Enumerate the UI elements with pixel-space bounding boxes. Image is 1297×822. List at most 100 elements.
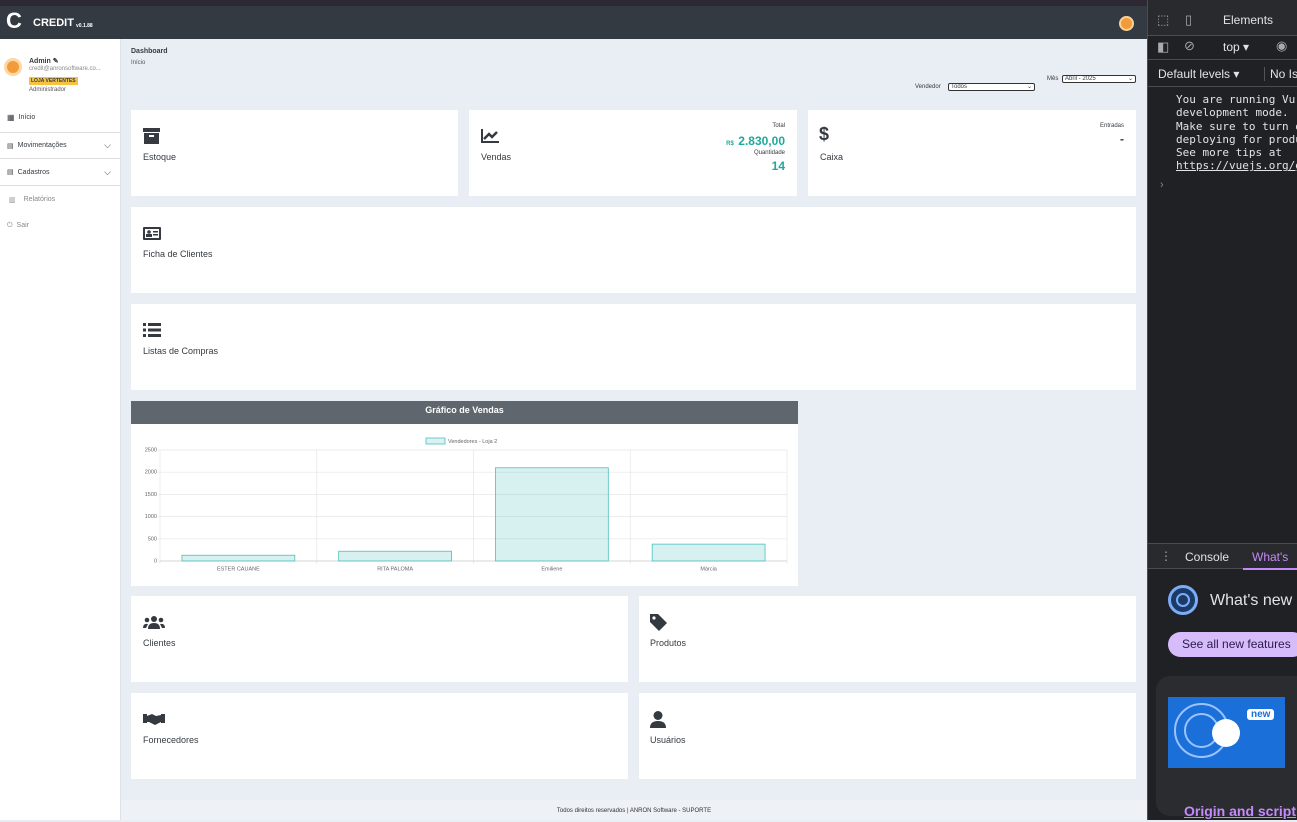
context-select[interactable]: top ▾ <box>1223 40 1250 54</box>
y-tick-label: 1000 <box>145 514 157 520</box>
card[interactable]: Fornecedores <box>131 693 628 779</box>
devtools-tab[interactable]: Elements <box>1223 13 1274 27</box>
decoration <box>153 234 158 236</box>
decoration <box>650 721 666 728</box>
decoration <box>650 614 667 631</box>
total-label: Total <box>772 123 785 129</box>
chart-title: Gráfico de Vendas <box>131 401 798 424</box>
avatar[interactable] <box>1119 16 1134 31</box>
month-value: Abril - 2025 <box>1065 76 1096 82</box>
menu-item[interactable]: ⏻ Sair <box>0 212 121 239</box>
decoration <box>1176 593 1190 607</box>
topbar: C CREDIT v0.1.88 <box>0 0 1147 39</box>
card[interactable]: Vendas Total R$ 2.830,00 Quantidade 14 <box>469 110 797 196</box>
decoration <box>158 617 164 623</box>
decoration <box>483 131 498 140</box>
total: R$ 2.830,00 <box>726 132 785 150</box>
console-line: Make sure to turn o <box>1176 119 1297 133</box>
link[interactable]: Origin and script <box>1184 803 1297 819</box>
card[interactable]: Clientes <box>131 596 628 682</box>
decoration <box>143 328 146 332</box>
breadcrumb: Início <box>131 60 146 66</box>
icon <box>481 129 499 143</box>
email: credit@anronsoftware.co... <box>29 66 101 72</box>
decoration <box>151 616 157 622</box>
card-title: Clientes <box>143 638 176 648</box>
decoration: ⌵ <box>104 166 111 177</box>
icon <box>650 614 667 631</box>
icon[interactable]: ⋮ <box>1160 549 1172 563</box>
decoration: ▤ <box>7 169 14 176</box>
console-line: development mode. <box>1176 106 1289 120</box>
bar <box>181 554 296 562</box>
menu-label: Início <box>18 114 36 121</box>
chart: 0 500 1000 1500 2000 2500 Vendedores - Loja 2 E… <box>145 437 788 572</box>
month-label: Mês <box>1047 76 1059 82</box>
y-tick-label: 1500 <box>145 492 157 498</box>
card[interactable]: Listas de Compras <box>131 304 1136 390</box>
menu-label: Relatórios <box>23 196 56 203</box>
seller-select[interactable]: Todos ⌄ <box>948 83 1035 91</box>
card[interactable]: Ficha de Clientes <box>131 207 1136 293</box>
menu-item[interactable]: ▤ Cadastros ⌵ <box>0 159 121 186</box>
x-tick-label: RITA PALOMA <box>377 566 413 572</box>
icon <box>650 711 666 728</box>
icon <box>143 128 160 144</box>
chart-panel: Gráfico de Vendas 0 500 1000 1500 2000 2500 Ve… <box>131 401 798 586</box>
decoration <box>143 334 146 337</box>
legend-label: Vendedores - Loja 2 <box>448 439 497 445</box>
decoration <box>143 128 160 132</box>
card[interactable]: Usuários <box>639 693 1136 779</box>
drawer-tab[interactable]: Console <box>1185 550 1230 564</box>
decoration: ⌄ <box>1127 76 1133 82</box>
icon <box>143 714 165 725</box>
user-name: Admin ✎ <box>29 58 59 65</box>
card[interactable]: Produtos <box>639 596 1136 682</box>
y-tick-label: 500 <box>148 536 157 542</box>
decoration <box>147 714 161 725</box>
card-title: Usuários <box>650 735 686 745</box>
menu-item[interactable]: ▤ Movimentações ⌵ <box>0 132 121 159</box>
button[interactable]: See all new features <box>1168 632 1297 657</box>
decoration: ⌄ <box>1026 84 1032 90</box>
drawer-tab[interactable]: What's <box>1243 550 1297 570</box>
console-link[interactable]: https://vuejs.org/g <box>1176 159 1297 173</box>
decoration <box>148 623 160 629</box>
card[interactable]: $ Caixa Entradas - <box>808 110 1136 196</box>
month-select[interactable]: Abril - 2025 ⌄ <box>1062 75 1136 83</box>
card-title: Produtos <box>650 638 687 648</box>
sidebar: Admin ✎ credit@anronsoftware.co... LOJA … <box>0 39 121 820</box>
icon <box>143 227 161 240</box>
decoration <box>143 323 146 326</box>
card-title: Fornecedores <box>143 735 199 745</box>
decoration <box>653 711 663 720</box>
icon <box>143 616 165 629</box>
decoration <box>652 616 656 620</box>
decoration <box>148 323 161 326</box>
avatar <box>4 58 22 76</box>
decoration: ⌵ <box>104 140 111 150</box>
seller-label: Vendedor <box>915 84 941 90</box>
icon[interactable]: ◧ <box>1157 39 1170 54</box>
decoration <box>148 334 161 337</box>
decoration <box>143 623 148 628</box>
entries-label: Entradas <box>1099 123 1124 129</box>
seller-value: Todos <box>951 84 968 90</box>
card-title: Vendas <box>481 152 512 162</box>
icon[interactable]: ⊘ <box>1184 38 1195 53</box>
card-title: Listas de Compras <box>143 346 219 356</box>
thumbnail[interactable]: new <box>1168 697 1285 768</box>
levels-select[interactable]: Default levels ▾ <box>1158 67 1240 81</box>
menu-item[interactable]: ▥ Relatórios <box>0 186 121 213</box>
menu-item[interactable]: ▦ Início <box>0 104 121 131</box>
decoration <box>153 231 158 233</box>
devtools-row: ◧ ⊘ top ▾ ◉ <box>1148 36 1297 60</box>
icon[interactable]: ⬚ <box>1157 12 1170 27</box>
chrome-icon <box>1168 585 1198 615</box>
card-title: Caixa <box>820 152 844 162</box>
decoration <box>144 617 150 623</box>
icon[interactable]: ◉ <box>1276 38 1288 53</box>
decoration <box>160 623 165 628</box>
icon[interactable]: ▯ <box>1185 12 1193 27</box>
card[interactable]: Estoque <box>131 110 458 196</box>
